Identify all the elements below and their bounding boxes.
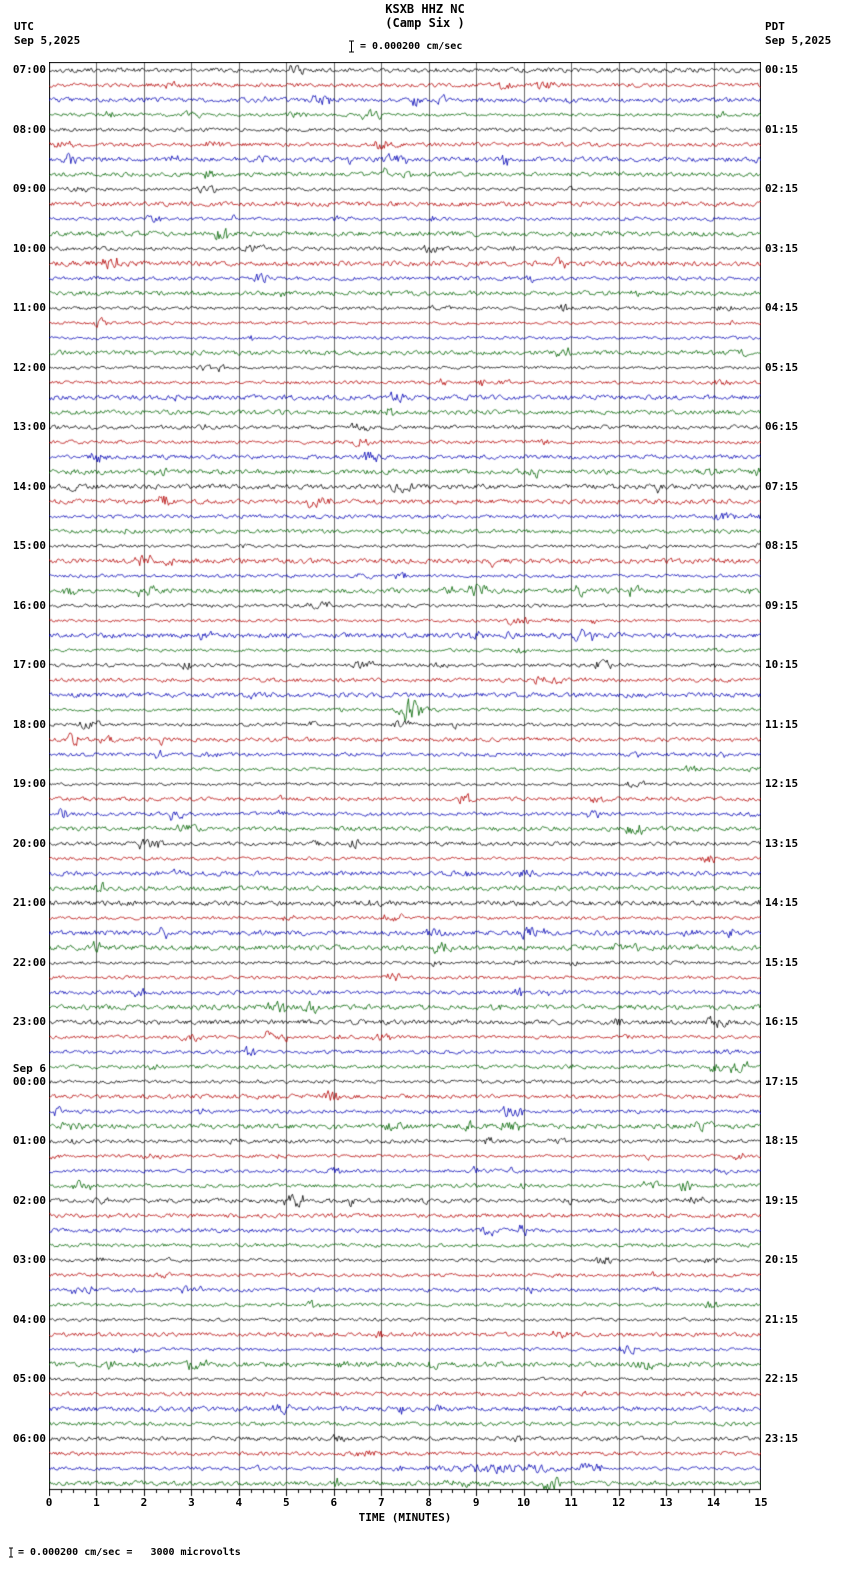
pdt-hour-label: 15:15 — [765, 955, 799, 969]
x-axis-tick-label: 0 — [45, 1496, 53, 1509]
x-axis-tick-label: 3 — [188, 1496, 195, 1509]
station-title: KSXB HHZ NC — [385, 2, 465, 16]
pdt-hour-label: 01:15 — [765, 122, 799, 136]
x-axis-tick-label: 1 — [93, 1496, 100, 1509]
utc-hour-label: 08:00 — [12, 122, 46, 136]
utc-hour-label: 06:00 — [12, 1431, 46, 1445]
scale-legend-text: = 0.000200 cm/sec — [360, 41, 463, 52]
x-axis-tick-label: 2 — [140, 1496, 148, 1509]
pdt-hour-label: 02:15 — [765, 182, 799, 196]
x-axis-tick-label: 8 — [425, 1496, 433, 1509]
bottom-scale-note-text: = 0.000200 cm/sec = 3000 microvolts — [18, 1547, 241, 1558]
utc-hour-label: 13:00 — [12, 420, 46, 434]
x-axis-tick-label: 11 — [564, 1496, 578, 1509]
pdt-hour-label: 13:15 — [765, 836, 799, 850]
x-axis-tick-label: 10 — [517, 1496, 531, 1509]
utc-hour-label: 19:00 — [12, 777, 46, 791]
pdt-hour-label: 17:15 — [765, 1074, 799, 1088]
x-axis-tick-label: 7 — [377, 1496, 385, 1509]
pdt-timezone-label: PDT — [765, 20, 785, 33]
pdt-hour-label: 08:15 — [765, 539, 799, 553]
seismogram-canvas — [49, 62, 761, 1500]
x-axis-tick-label: 15 — [754, 1496, 768, 1509]
utc-hour-label: 16:00 — [12, 598, 46, 612]
utc-hour-label: 04:00 — [12, 1312, 46, 1326]
x-axis-title: TIME (MINUTES) — [358, 1511, 452, 1524]
pdt-hour-label: 11:15 — [765, 717, 799, 731]
utc-hour-label: 20:00 — [12, 836, 46, 850]
utc-hour-label: 22:00 — [12, 955, 46, 969]
bottom-scale-note: = 0.000200 cm/sec = 3000 microvolts — [8, 1547, 241, 1558]
x-axis-tick-label: 14 — [706, 1496, 721, 1509]
pdt-hour-label: 16:15 — [765, 1015, 799, 1029]
pdt-hour-label: 23:15 — [765, 1431, 799, 1445]
pdt-hour-label: 22:15 — [765, 1372, 799, 1386]
pdt-hour-label: 04:15 — [765, 301, 799, 315]
utc-hour-label: 10:00 — [12, 241, 46, 255]
pdt-hour-label: 09:15 — [765, 598, 799, 612]
pdt-hour-label: 12:15 — [765, 777, 799, 791]
x-axis-tick-label: 4 — [235, 1496, 243, 1509]
utc-hour-label: 14:00 — [12, 479, 46, 493]
utc-date-label: Sep 5,2025 — [14, 34, 81, 47]
utc-hour-label: 21:00 — [12, 896, 46, 910]
utc-hour-label: 03:00 — [12, 1253, 46, 1267]
pdt-hour-label: 10:15 — [765, 658, 799, 672]
pdt-hour-label: 05:15 — [765, 360, 799, 374]
utc-hour-label: 02:00 — [12, 1193, 46, 1207]
utc-hour-label: 01:00 — [12, 1134, 46, 1148]
pdt-hour-label: 06:15 — [765, 420, 799, 434]
utc-hour-label: 15:00 — [12, 539, 46, 553]
pdt-hour-label: 03:15 — [765, 241, 799, 255]
utc-hour-label: 07:00 — [12, 63, 46, 77]
pdt-date-label: Sep 5,2025 — [765, 34, 832, 47]
utc-date-prefix-label: Sep 6 — [12, 1061, 46, 1075]
utc-hour-label: 00:00 — [12, 1074, 46, 1088]
x-axis-tick-label: 9 — [472, 1496, 480, 1509]
x-axis-tick-label: 13 — [659, 1496, 673, 1509]
pdt-hour-label: 07:15 — [765, 479, 799, 493]
utc-hour-label: 23:00 — [12, 1015, 46, 1029]
pdt-hour-label: 19:15 — [765, 1193, 799, 1207]
utc-timezone-label: UTC — [14, 20, 34, 33]
utc-hour-label: 11:00 — [12, 301, 46, 315]
pdt-hour-label: 00:15 — [765, 63, 799, 77]
pdt-hour-label: 21:15 — [765, 1312, 799, 1326]
utc-hour-label: 09:00 — [12, 182, 46, 196]
station-subtitle: (Camp Six ) — [385, 16, 465, 30]
utc-hour-label: 12:00 — [12, 360, 46, 374]
x-axis-tick-label: 12 — [611, 1496, 626, 1509]
utc-hour-label: 17:00 — [12, 658, 46, 672]
x-axis-tick-label: 5 — [283, 1496, 290, 1509]
scale-bar-icon — [9, 1547, 13, 1558]
utc-hour-label: 05:00 — [12, 1372, 46, 1386]
pdt-hour-label: 18:15 — [765, 1134, 799, 1148]
pdt-hour-label: 20:15 — [765, 1253, 799, 1267]
utc-hour-label: 18:00 — [12, 717, 46, 731]
x-axis-tick-label: 6 — [330, 1496, 338, 1509]
scale-bar-icon — [349, 40, 354, 53]
pdt-hour-label-column: 00:15 01:15 02:15 03:15 04:15 05:15 06:15 07:15… — [765, 0, 845, 1584]
pdt-hour-label: 14:15 — [765, 896, 799, 910]
amplitude-scale-legend: = 0.000200 cm/sec — [348, 40, 462, 53]
utc-hour-label-column: 07:00 08:00 09:00 10:00 11:00 12:00 13:00 14:00… — [0, 0, 46, 1584]
